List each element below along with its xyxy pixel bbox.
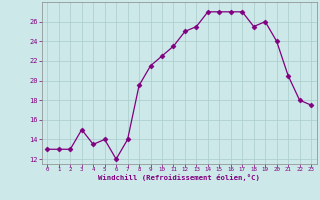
X-axis label: Windchill (Refroidissement éolien,°C): Windchill (Refroidissement éolien,°C) [98, 174, 260, 181]
